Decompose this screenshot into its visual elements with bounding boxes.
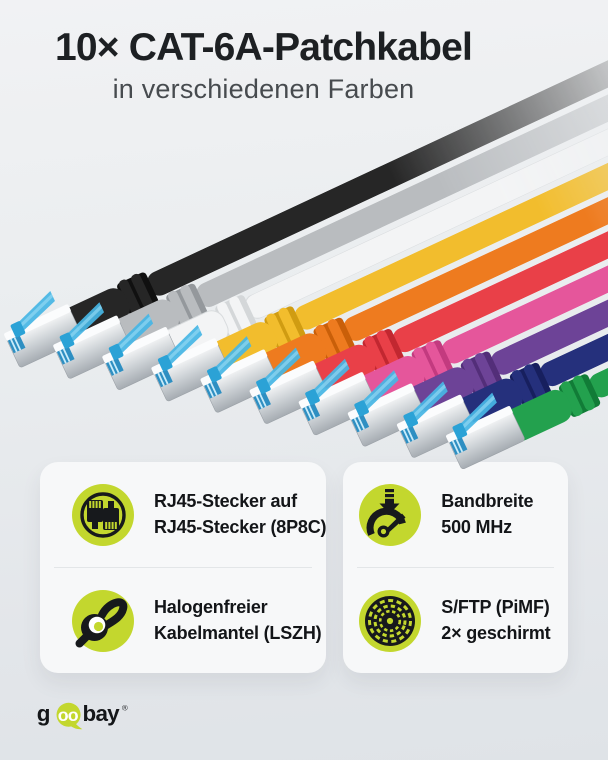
logo-bay: bay	[83, 702, 121, 726]
feature-line: S/FTP (PiMF)	[441, 597, 550, 618]
rj45-connectors-icon	[72, 483, 134, 546]
feature-shielding: S/FTP (PiMF) 2× geschirmt	[343, 568, 568, 673]
card-divider	[357, 567, 554, 568]
halogen-free-cable-icon	[72, 589, 134, 652]
feature-text: Halogenfreier Kabelmantel (LSZH)	[154, 595, 322, 645]
cable-gruen	[446, 112, 608, 470]
feature-line: 500 MHz	[441, 516, 512, 537]
feature-line: Halogenfreier	[154, 597, 268, 618]
feature-line: RJ45-Stecker auf	[154, 491, 297, 512]
cable-blau	[396, 100, 608, 458]
cable-magenta	[298, 78, 608, 436]
feature-text: Bandbreite 500 MHz	[441, 489, 533, 539]
feature-line: Kabelmantel (LSZH)	[154, 622, 322, 643]
feature-cards: RJ45-Stecker auf RJ45-Stecker (8P8C) Hal…	[40, 462, 568, 673]
feature-text: S/FTP (PiMF) 2× geschirmt	[441, 595, 550, 645]
feature-line: Bandbreite	[441, 491, 534, 512]
goobay-logo: g oo bay ®	[37, 702, 128, 730]
page-subtitle: in verschiedenen Farben	[112, 74, 415, 105]
feature-card-left: RJ45-Stecker auf RJ45-Stecker (8P8C) Hal…	[40, 462, 326, 673]
feature-line: RJ45-Stecker (8P8C)	[154, 516, 327, 537]
bandwidth-gauge-icon	[359, 483, 422, 546]
feature-lszh: Halogenfreier Kabelmantel (LSZH)	[40, 568, 326, 673]
logo-oo: oo	[58, 705, 79, 725]
shielded-cable-icon	[359, 589, 422, 652]
page-title: 10× CAT-6A-Patchkabel	[54, 26, 473, 69]
header: 10× CAT-6A-Patchkabel in verschiedenen F…	[0, 25, 527, 105]
feature-bandwidth: Bandbreite 500 MHz	[343, 462, 568, 567]
logo-g: g	[37, 702, 51, 726]
feature-line: 2× geschirmt	[441, 622, 551, 643]
cable-violett	[347, 89, 608, 447]
feature-text: RJ45-Stecker auf RJ45-Stecker (8P8C)	[154, 489, 326, 539]
registered-mark: ®	[122, 704, 128, 713]
card-divider	[54, 567, 313, 568]
logo-bubble	[56, 702, 81, 727]
feature-card-right: Bandbreite 500 MHz S/FTP (PiMF) 2× gesch…	[343, 462, 568, 673]
feature-rj45: RJ45-Stecker auf RJ45-Stecker (8P8C)	[40, 462, 326, 567]
